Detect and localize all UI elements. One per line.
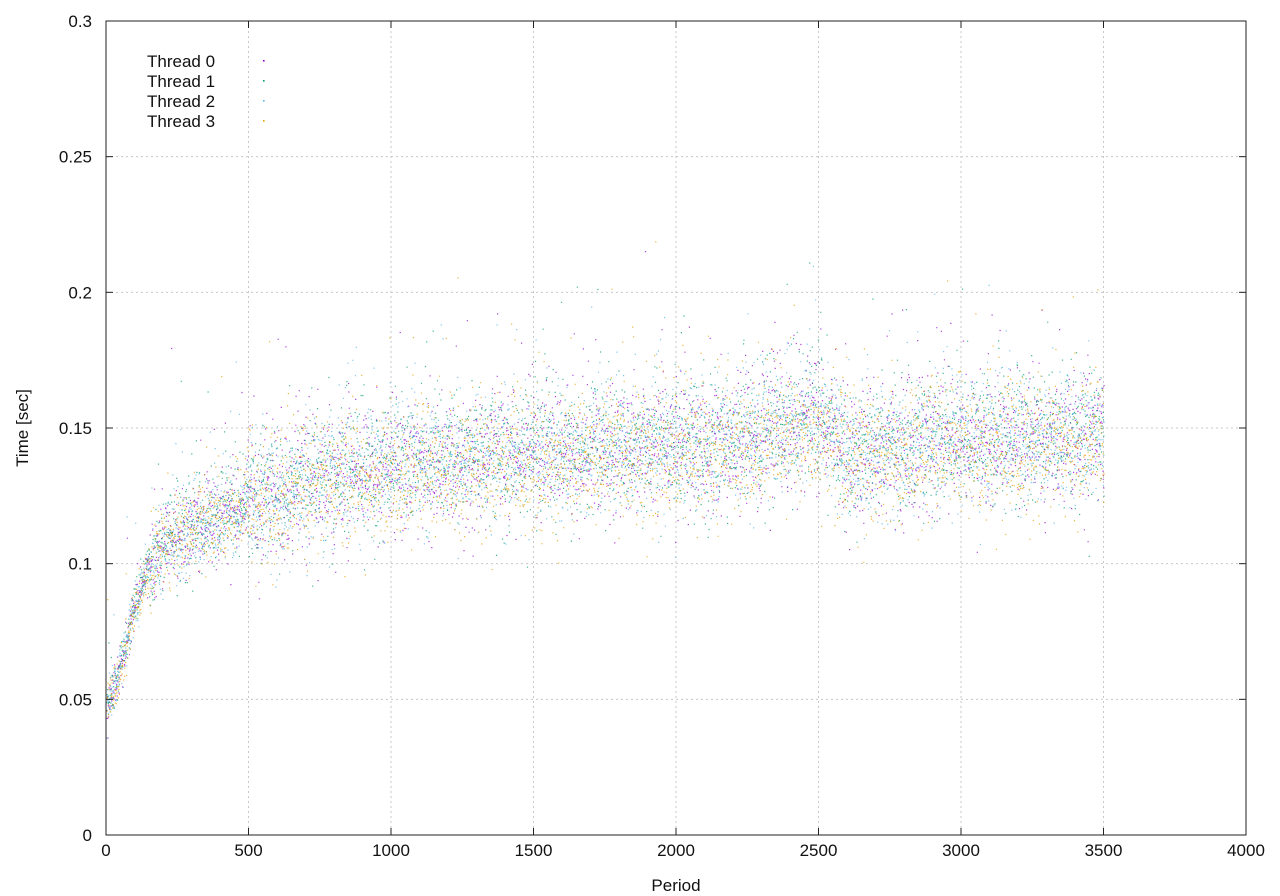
legend-label: Thread 1 [147,72,215,91]
x-tick-label: 500 [234,841,262,860]
data-points [106,241,1105,739]
series-points [106,265,1105,739]
x-tick-label: 2500 [800,841,838,860]
legend-item: Thread 2 [147,92,265,111]
legend-label: Thread 0 [147,52,215,71]
y-tick-label: 0.25 [59,148,92,167]
x-tick-label: 2000 [657,841,695,860]
series-marks [106,265,1105,739]
series-marks [106,262,1105,709]
y-tick-label: 0.3 [68,12,92,31]
x-tick-label: 1500 [515,841,553,860]
legend-item: Thread 0 [147,52,265,71]
x-tick-label: 3000 [942,841,980,860]
x-axis-label: Period [651,876,700,895]
legend-marker [263,100,265,102]
x-tick-labels: 0 500 1000 1500 2000 2500 3000 3500 4000 [101,841,1265,860]
legend-label: Thread 3 [147,112,215,131]
legend-marker [263,120,265,122]
y-axis-label: Time [sec] [13,389,32,467]
y-tick-label: 0.1 [68,555,92,574]
x-tick-label: 3500 [1085,841,1123,860]
series-points [106,262,1105,709]
x-tick-label: 0 [101,841,110,860]
series-marks [106,241,1105,718]
legend-label: Thread 2 [147,92,215,111]
grid [106,21,1246,835]
x-tick-label: 1000 [372,841,410,860]
y-tick-labels: 0 0.05 0.1 0.15 0.2 0.25 0.3 [59,12,92,845]
legend-marker [263,80,265,82]
axis-ticks [105,20,1247,836]
series-points [106,241,1105,718]
legend-marker [263,60,265,62]
y-tick-label: 0.05 [59,690,92,709]
y-tick-label: 0.2 [68,283,92,302]
legend-item: Thread 1 [147,72,265,91]
legend-item: Thread 3 [147,112,265,131]
y-tick-label: 0.15 [59,419,92,438]
x-tick-label: 4000 [1227,841,1265,860]
y-tick-label: 0 [83,826,92,845]
